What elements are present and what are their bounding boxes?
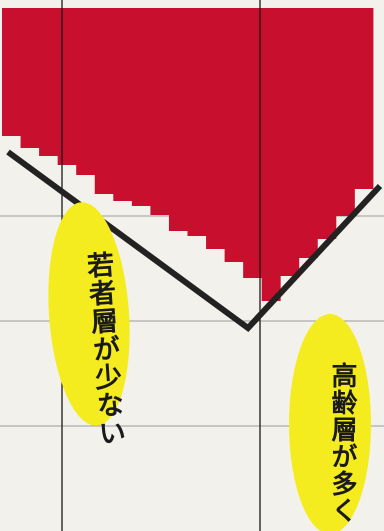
bar-17 bbox=[298, 8, 318, 258]
bar-5 bbox=[76, 8, 96, 175]
callout-ellipse-1 bbox=[48, 202, 130, 426]
bar-1 bbox=[2, 8, 21, 136]
bar-14 bbox=[243, 8, 263, 278]
bar-3 bbox=[39, 8, 59, 156]
bar-13 bbox=[224, 8, 244, 262]
bar-4 bbox=[57, 8, 77, 165]
bar-7 bbox=[113, 8, 133, 201]
callouts: 若者層が少ない高齢層が多く bbox=[48, 202, 371, 531]
callout-label-2: 高齢層が多く bbox=[327, 361, 357, 524]
bar-9 bbox=[150, 8, 170, 215]
bar-2 bbox=[20, 8, 40, 148]
bar-11 bbox=[187, 8, 207, 236]
bar-series bbox=[2, 8, 374, 301]
bar-6 bbox=[94, 8, 114, 194]
bar-12 bbox=[206, 8, 225, 249]
bar-19 bbox=[335, 8, 355, 216]
callout-ellipse-2 bbox=[289, 314, 371, 531]
bar-18 bbox=[317, 8, 337, 239]
callout-1: 若者層が少ない bbox=[48, 202, 130, 448]
bar-16 bbox=[280, 8, 300, 276]
callout-2: 高齢層が多く bbox=[289, 314, 371, 531]
bar-20 bbox=[354, 8, 374, 189]
bar-10 bbox=[168, 8, 188, 231]
bar-8 bbox=[131, 8, 151, 206]
bar-15 bbox=[261, 8, 281, 301]
